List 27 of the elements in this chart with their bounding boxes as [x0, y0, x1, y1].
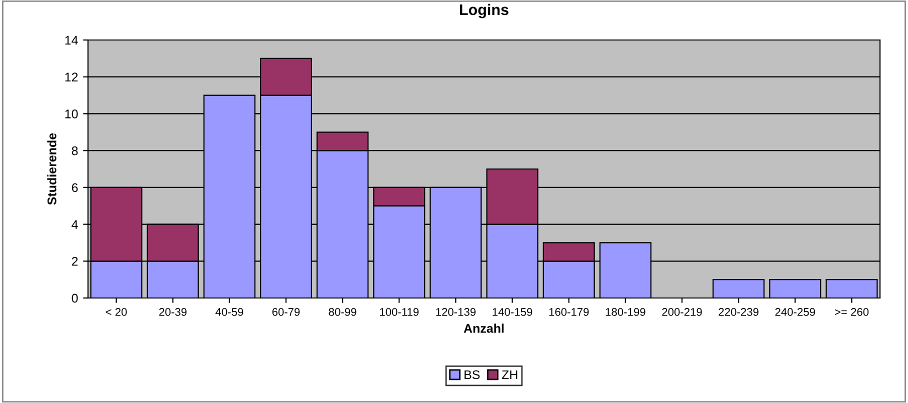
- x-tick-label: 160-179: [549, 308, 589, 316]
- y-tick-label: 2: [72, 256, 78, 266]
- x-tick-label: 120-139: [436, 308, 476, 316]
- x-tick-label: 80-99: [328, 308, 356, 316]
- y-tick-label: 6: [72, 183, 78, 192]
- y-tick-label: 10: [65, 110, 78, 118]
- y-tick-label: 12: [65, 72, 78, 82]
- x-tick-label: 40-59: [215, 308, 244, 316]
- x-tick-label: 20-39: [159, 308, 187, 316]
- y-axis-title: Studierende: [47, 133, 56, 205]
- y-tick-label: 0: [72, 294, 78, 303]
- y-tick-label: 4: [72, 220, 78, 229]
- x-tick-label: 60-79: [272, 308, 300, 316]
- x-tick-label: 100-119: [380, 308, 419, 316]
- x-tick-label: 140-159: [492, 308, 532, 316]
- x-tick-label: 180-199: [606, 308, 646, 316]
- x-tick-label: 240-259: [775, 308, 816, 316]
- x-tick-label: 220-239: [718, 308, 758, 316]
- x-tick-label: >= 260: [834, 308, 869, 316]
- x-tick-label: 200-219: [662, 308, 702, 316]
- x-axis-title: Anzahl: [464, 324, 504, 333]
- y-tick-label: 8: [72, 146, 78, 156]
- legend-label: BS: [464, 370, 480, 380]
- x-tick-label: < 20: [106, 308, 127, 316]
- legend-label: ZH: [502, 370, 518, 380]
- y-tick-label: 14: [65, 36, 78, 45]
- chart-title: Logins: [460, 4, 508, 18]
